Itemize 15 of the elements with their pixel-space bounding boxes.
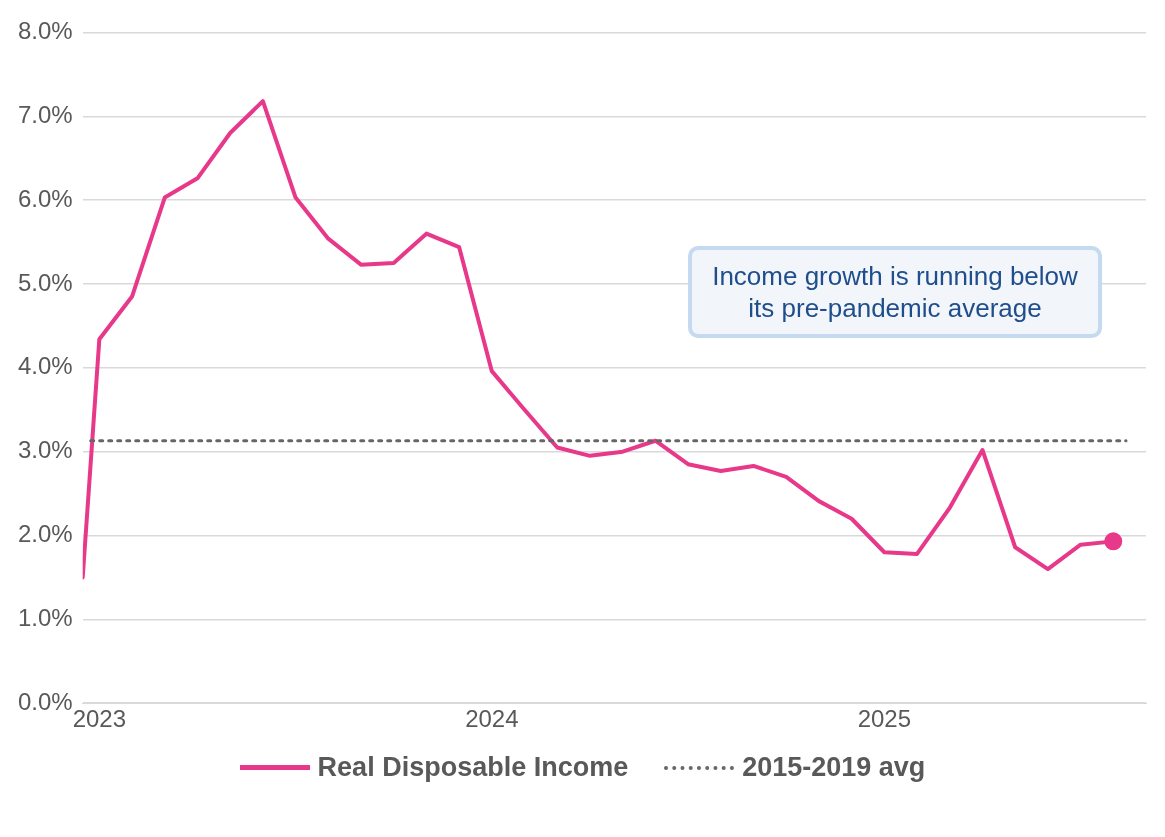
- y-tick-label: 0.0%: [18, 687, 73, 715]
- y-tick-label: 7.0%: [18, 100, 73, 128]
- y-tick-label: 5.0%: [18, 268, 73, 296]
- y-tick-label: 8.0%: [18, 17, 73, 45]
- y-tick-label: 4.0%: [18, 352, 73, 380]
- legend-label: 2015-2019 avg: [742, 752, 926, 783]
- y-tick-label: 3.0%: [18, 436, 73, 464]
- x-tick-label: 2023: [72, 705, 127, 733]
- y-tick-label: 6.0%: [18, 184, 73, 212]
- y-tick-label: 2.0%: [18, 520, 73, 548]
- annotation: Income growth is running below its pre-pandemic average: [688, 246, 1102, 338]
- y-tick-label: 1.0%: [18, 603, 73, 631]
- x-tick-label: 2024: [465, 705, 519, 733]
- legend-label: Real Disposable Income: [317, 752, 629, 783]
- x-tick-label: 2025: [857, 705, 912, 733]
